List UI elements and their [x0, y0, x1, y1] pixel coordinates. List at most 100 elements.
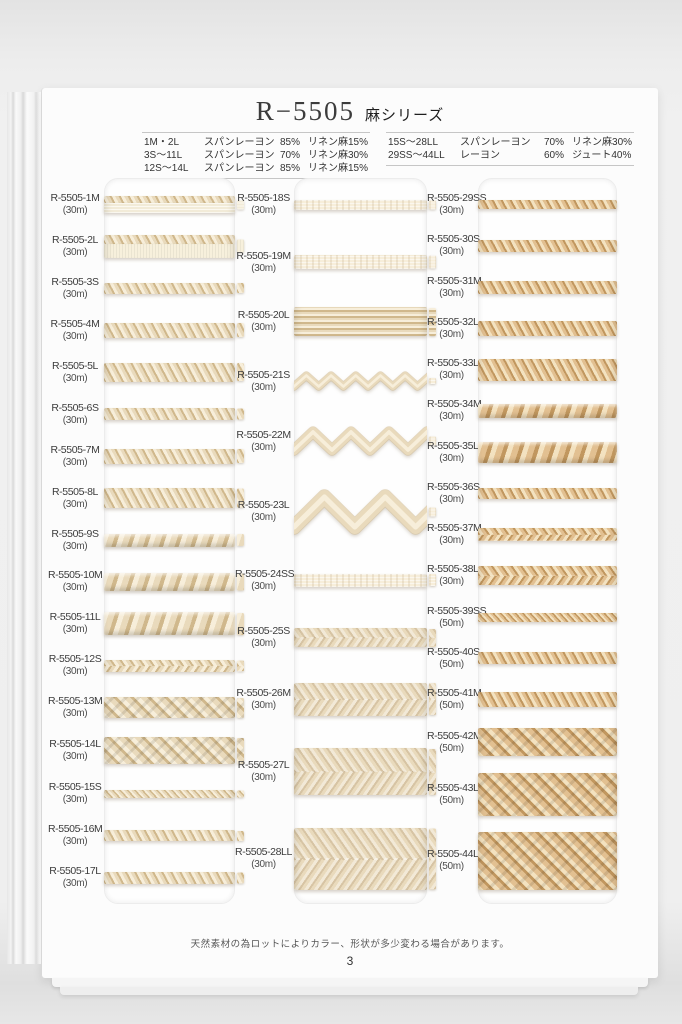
sample-label: R-5505-39SS (50m)	[427, 605, 487, 630]
sample-code: R-5505-30S	[427, 233, 480, 246]
sample-swatch	[478, 403, 617, 418]
sample-cell	[294, 426, 436, 457]
sample-swatch	[294, 371, 427, 392]
sample-end-stub	[237, 790, 244, 798]
sample-code: R-5505-40S	[427, 645, 480, 658]
spec-material-2: リネン麻30%	[572, 137, 633, 148]
sample-length: (30m)	[251, 772, 276, 784]
spec-material-1: レーヨン 60%	[460, 149, 564, 162]
sample-cell	[104, 488, 244, 509]
sample-swatch	[294, 827, 427, 890]
sample-length: (30m)	[62, 456, 88, 468]
sample-row: R-5505-36S (30m)	[427, 481, 617, 506]
sample-code: R-5505-18S	[237, 192, 290, 204]
sample-end-stub	[429, 628, 436, 647]
sample-code: R-5505-23L	[237, 499, 290, 512]
sample-label: R-5505-15S (30m)	[48, 781, 104, 806]
sample-code: R-5505-31M	[427, 274, 482, 287]
spec-material-1: スパンレーヨン 70%	[204, 149, 300, 162]
sample-swatch	[104, 572, 235, 591]
sample-label: R-5505-34M (30m)	[427, 398, 482, 423]
sample-code: R-5505-17L	[49, 865, 101, 877]
sample-row: R-5505-3S (30m)	[48, 276, 244, 301]
sample-cell	[104, 282, 244, 294]
spec-material-1: スパンレーヨン 70%	[460, 136, 564, 149]
sample-swatch	[104, 448, 235, 464]
sample-length: (50m)	[439, 742, 464, 754]
sample-length: (30m)	[62, 708, 88, 720]
sample-end-stub	[237, 872, 244, 883]
sample-code: R-5505-8L	[51, 485, 98, 498]
sample-cell	[294, 827, 436, 890]
sample-swatch	[478, 320, 617, 336]
sample-swatch	[104, 362, 235, 382]
sample-label: R-5505-41M (50m)	[427, 687, 482, 712]
sample-row: R-5505-39SS (50m)	[427, 605, 617, 630]
sample-cell	[478, 652, 617, 665]
sample-length: (30m)	[439, 246, 464, 258]
sample-label: R-5505-9S (30m)	[48, 528, 104, 553]
sample-length: (30m)	[62, 288, 88, 300]
sample-cell	[104, 196, 244, 213]
sample-swatch	[478, 652, 617, 665]
sample-length: (30m)	[439, 328, 464, 340]
sample-cell	[104, 737, 244, 765]
sample-row: R-5505-26M (30m)	[235, 682, 436, 716]
sample-row: R-5505-22M (30m)	[235, 426, 436, 457]
spec-row: 15S〜28LL スパンレーヨン 70% リネン麻30%	[388, 136, 632, 149]
sample-swatch	[478, 200, 617, 209]
sample-end-stub	[429, 255, 436, 269]
sample-label: R-5505-38L (30m)	[427, 563, 479, 588]
sample-row: R-5505-38L (30m)	[427, 563, 617, 588]
sample-swatch	[104, 488, 235, 509]
sample-code: R-5505-7M	[50, 443, 100, 456]
sample-swatch	[478, 692, 617, 708]
sample-swatch	[478, 528, 617, 542]
sample-swatch	[478, 772, 617, 816]
sample-swatch	[104, 533, 235, 547]
sample-length: (30m)	[251, 859, 276, 871]
series-code: R−5505	[255, 96, 355, 126]
sample-end-stub	[429, 574, 436, 587]
sample-label: R-5505-7M (30m)	[48, 444, 104, 469]
sample-length: (50m)	[439, 861, 464, 873]
sample-code: R-5505-20L	[237, 309, 290, 322]
sample-swatch	[294, 489, 427, 535]
sample-column: R-5505-29SS (30m) R-5505-30S (30m) R-5505-31…	[427, 178, 617, 904]
sample-row: R-5505-8L (30m)	[48, 485, 244, 511]
sample-row: R-5505-34M (30m)	[427, 398, 617, 423]
sample-length: (30m)	[62, 794, 88, 806]
sample-code: R-5505-5L	[51, 359, 98, 372]
sample-row: R-5505-15S (30m)	[48, 781, 244, 806]
sample-end-stub	[237, 408, 244, 420]
sample-length: (30m)	[251, 441, 276, 453]
sample-row: R-5505-1M (30m)	[48, 192, 244, 217]
sample-swatch	[478, 831, 617, 890]
sample-cell	[478, 320, 617, 336]
sample-row: R-5505-21S (30m)	[235, 369, 436, 394]
sample-code: R-5505-25S	[237, 625, 290, 638]
sample-cell	[104, 408, 244, 421]
sample-code: R-5505-11L	[49, 611, 101, 624]
sample-swatch	[478, 487, 617, 499]
sample-row: R-5505-19M (30m)	[235, 250, 436, 275]
spec-material-1-pct: 85%	[279, 137, 300, 148]
sample-cell	[294, 682, 436, 716]
composition-spec-table: 1M・2L スパンレーヨン 85% リネン麻15% 3S〜11L スパンレーヨン 70% リネ…	[142, 132, 635, 179]
sample-row: R-5505-12S (30m)	[48, 653, 244, 678]
sample-row: R-5505-11L (30m)	[48, 611, 244, 636]
sample-swatch	[104, 234, 235, 258]
sample-length: (30m)	[62, 246, 88, 258]
spec-material-2: リネン麻15%	[308, 137, 369, 148]
sample-row: R-5505-43L (50m)	[427, 772, 617, 816]
sample-length: (30m)	[251, 580, 276, 592]
sample-swatch	[104, 322, 235, 338]
sample-column: R-5505-18S (30m) R-5505-19M (30m) R-5505-20L…	[235, 178, 436, 904]
sample-row: R-5505-40S (50m)	[427, 646, 617, 671]
sample-swatch	[104, 408, 235, 421]
spec-row: 3S〜11L スパンレーヨン 70% リネン麻30%	[144, 149, 368, 162]
sample-length: (30m)	[439, 493, 464, 505]
sample-swatch	[478, 612, 617, 622]
sample-code: R-5505-10M	[48, 569, 103, 582]
sample-cell	[294, 371, 436, 392]
